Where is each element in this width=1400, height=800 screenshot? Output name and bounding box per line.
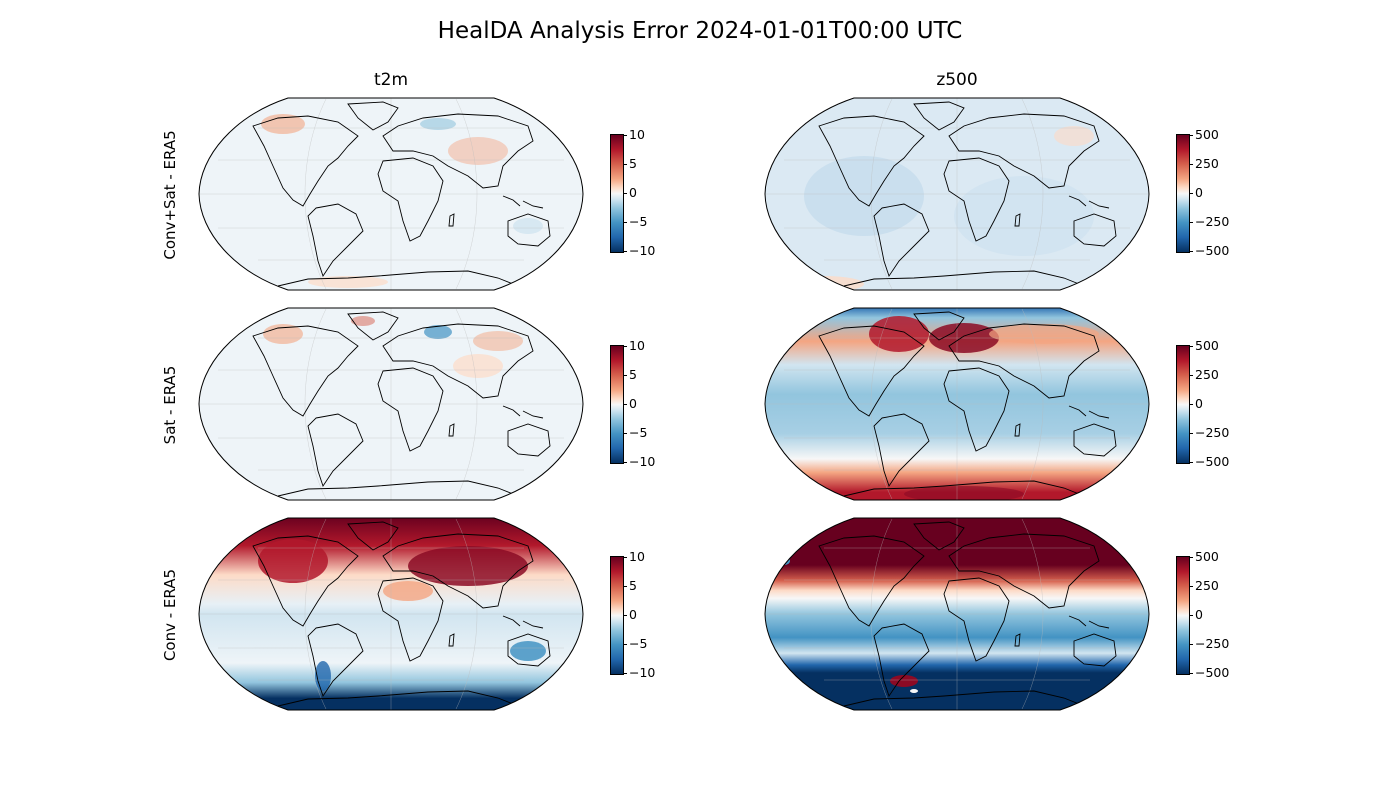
tick: 0 (623, 396, 637, 411)
tick: 0 (1189, 607, 1203, 622)
colorbar-z500-row1 (1176, 134, 1190, 253)
tick: −5 (622, 214, 648, 229)
tick: 5 (623, 367, 637, 382)
tick: 10 (623, 549, 645, 564)
map-conv-sat-z500 (764, 96, 1150, 292)
tick: −250 (1188, 636, 1230, 651)
tick: 0 (1189, 396, 1203, 411)
colorbar-t2m-row3 (610, 556, 624, 675)
tick: −5 (622, 425, 648, 440)
tick: 0 (623, 185, 637, 200)
tick: 500 (1189, 549, 1219, 564)
colorbar-z500-row3 (1176, 556, 1190, 675)
tick: −5 (622, 636, 648, 651)
colorbar-t2m-row2 (610, 345, 624, 464)
figure-title: HealDA Analysis Error 2024-01-01T00:00 U… (437, 18, 963, 44)
tick: 250 (1189, 367, 1219, 382)
column-title-z500: z500 (936, 70, 978, 90)
tick: 0 (623, 607, 637, 622)
colorbar-z500-row2 (1176, 345, 1190, 464)
tick: 0 (1189, 185, 1203, 200)
tick: 250 (1189, 156, 1219, 171)
tick: −500 (1188, 665, 1230, 680)
tick: 5 (623, 156, 637, 171)
tick: 10 (623, 127, 645, 142)
map-conv-t2m (198, 516, 584, 712)
tick: −500 (1188, 454, 1230, 469)
tick: 10 (623, 338, 645, 353)
colorbar-t2m-row1 (610, 134, 624, 253)
row-label-conv-sat: Conv+Sat - ERA5 (161, 130, 179, 260)
tick: −500 (1188, 243, 1230, 258)
map-sat-z500 (764, 306, 1150, 502)
tick: −10 (622, 454, 656, 469)
tick: 500 (1189, 338, 1219, 353)
tick: 250 (1189, 578, 1219, 593)
map-conv-sat-t2m (198, 96, 584, 292)
column-title-t2m: t2m (373, 70, 409, 90)
row-label-conv: Conv - ERA5 (161, 568, 179, 662)
tick: −10 (622, 243, 656, 258)
map-conv-z500 (764, 516, 1150, 712)
tick: −250 (1188, 214, 1230, 229)
row-label-sat: Sat - ERA5 (161, 365, 179, 445)
tick: −10 (622, 665, 656, 680)
map-sat-t2m (198, 306, 584, 502)
tick: 5 (623, 578, 637, 593)
tick: −250 (1188, 425, 1230, 440)
tick: 500 (1189, 127, 1219, 142)
